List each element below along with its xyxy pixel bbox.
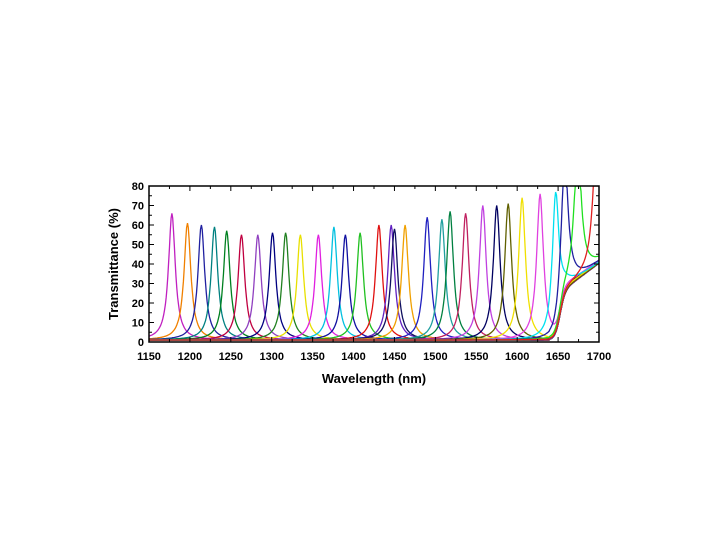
y-tick-label: 30 [132, 279, 144, 291]
x-tick-label: 1600 [505, 351, 529, 363]
x-tick-label: 1450 [382, 351, 406, 363]
series-line [149, 211, 599, 341]
x-tick-label: 1200 [178, 351, 202, 363]
y-tick-label: 80 [132, 181, 144, 193]
series-line [149, 213, 599, 341]
x-tick-label: 1650 [546, 351, 570, 363]
series-line [149, 197, 599, 341]
y-tick-label: 10 [132, 318, 144, 330]
x-tick-label: 1150 [137, 351, 161, 363]
x-axis: 1150 1200 1250 1300 1350 1400 1450 1500 1550 1600… [137, 186, 611, 363]
y-tick-label: 20 [132, 298, 144, 310]
series-line [149, 213, 599, 341]
y-axis: 0 10 20 30 40 50 60 70 80 [132, 181, 599, 349]
series-line [149, 217, 599, 341]
y-axis-title: Transmittance (%) [106, 208, 121, 320]
series-layer [149, 186, 599, 341]
x-tick-label: 1400 [341, 351, 365, 363]
x-tick-label: 1250 [219, 351, 243, 363]
x-tick-label: 1550 [464, 351, 488, 363]
y-tick-label: 70 [132, 201, 144, 213]
x-tick-label: 1350 [300, 351, 324, 363]
x-axis-title: Wavelength (nm) [322, 371, 426, 386]
y-tick-label: 50 [132, 240, 144, 252]
y-tick-label: 40 [132, 259, 144, 271]
y-tick-label: 60 [132, 220, 144, 232]
x-tick-label: 1300 [259, 351, 283, 363]
y-tick-label: 0 [138, 337, 144, 349]
series-line [149, 219, 599, 341]
x-tick-label: 1500 [423, 351, 447, 363]
x-tick-label: 1700 [587, 351, 611, 363]
